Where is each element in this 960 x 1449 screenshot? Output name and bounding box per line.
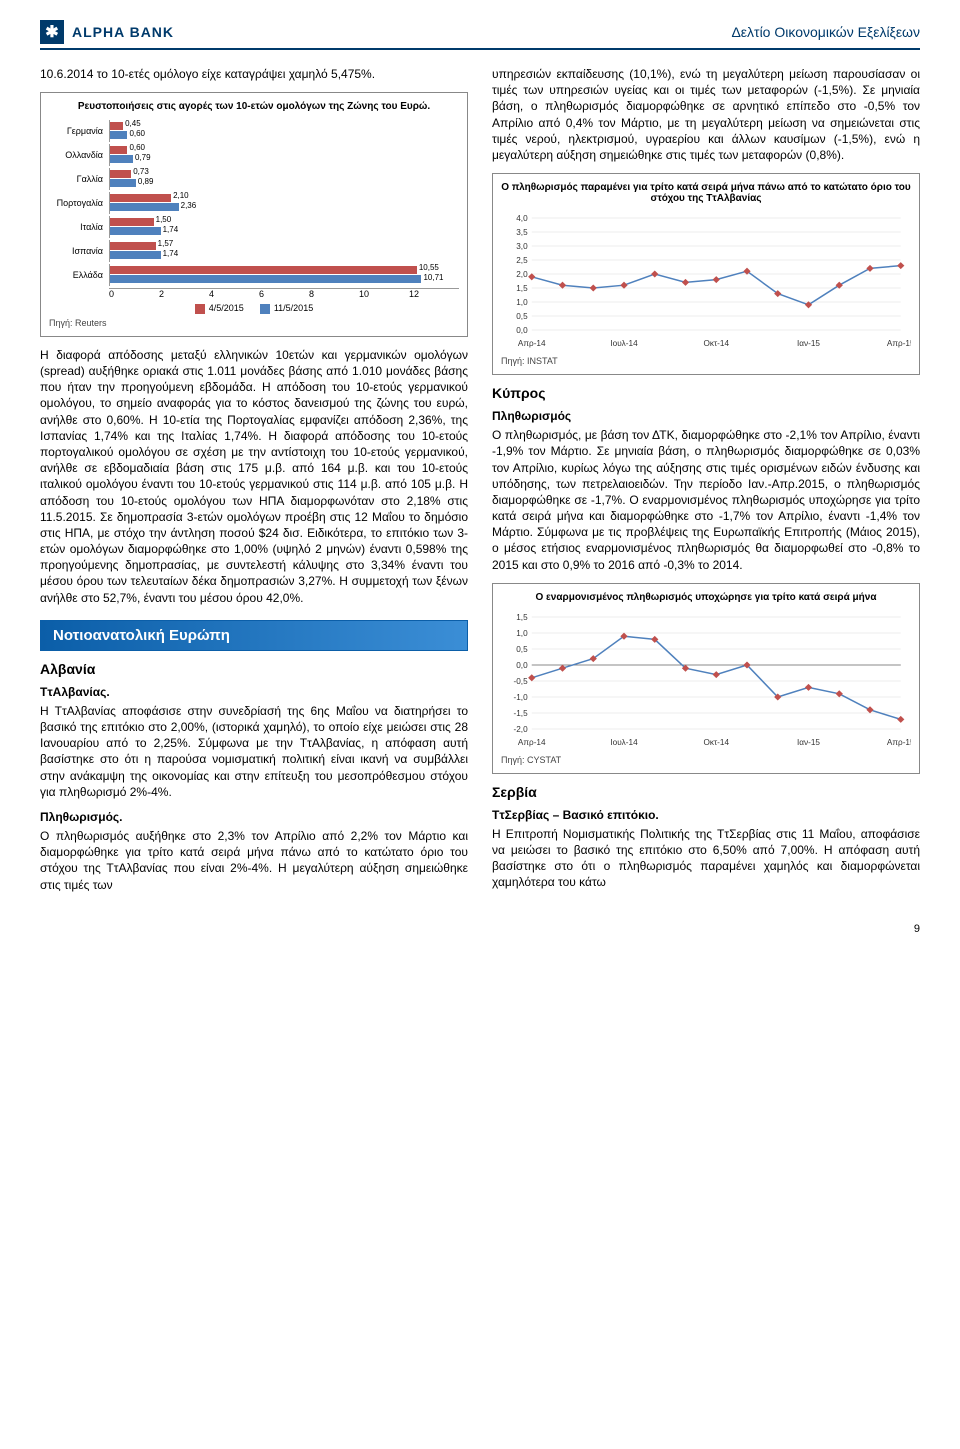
heading-inflation: Πληθωρισμός. bbox=[40, 810, 468, 824]
line1-source: Πηγή: INSTAT bbox=[501, 356, 911, 366]
albania-inflation-chart: Ο πληθωρισμός παραμένει για τρίτο κατά σ… bbox=[492, 173, 920, 375]
page-header: ✱ ALPHA BANK Δελτίο Οικονομικών Εξελίξεω… bbox=[40, 20, 920, 50]
bar-row: Ελλάδα10,5510,71 bbox=[49, 264, 459, 286]
svg-text:2,0: 2,0 bbox=[516, 270, 528, 279]
svg-text:Ιαν-15: Ιαν-15 bbox=[797, 738, 820, 747]
cyprus-inflation-chart: Ο εναρμονισμένος πληθωρισμός υποχώρησε γ… bbox=[492, 583, 920, 774]
right-para-1: υπηρεσιών εκπαίδευσης (10,1%), ενώ τη με… bbox=[492, 66, 920, 163]
svg-text:Οκτ-14: Οκτ-14 bbox=[703, 339, 729, 348]
legend-series-2: 11/5/2015 bbox=[260, 303, 313, 314]
heading-serbia-rate: ΤτΣερβίας – Βασικό επιτόκιο. bbox=[492, 808, 920, 822]
svg-text:Απρ-14: Απρ-14 bbox=[518, 738, 546, 747]
svg-text:1,5: 1,5 bbox=[516, 613, 528, 622]
svg-text:0,5: 0,5 bbox=[516, 645, 528, 654]
line1-title: Ο πληθωρισμός παραμένει για τρίτο κατά σ… bbox=[501, 182, 911, 204]
right-para-3: Η Επιτροπή Νομισματικής Πολιτικής της Ττ… bbox=[492, 826, 920, 891]
left-para-2: Η διαφορά απόδοσης μεταξύ ελληνικών 10ετ… bbox=[40, 347, 468, 606]
bar-chart-source: Πηγή: Reuters bbox=[49, 318, 459, 328]
svg-text:0,0: 0,0 bbox=[516, 661, 528, 670]
page-number: 9 bbox=[40, 923, 920, 935]
heading-serbia: Σερβία bbox=[492, 784, 920, 800]
svg-text:0,0: 0,0 bbox=[516, 326, 528, 335]
svg-text:Απρ-15: Απρ-15 bbox=[887, 339, 911, 348]
svg-text:-1,5: -1,5 bbox=[514, 709, 529, 718]
logo: ✱ ALPHA BANK bbox=[40, 20, 174, 44]
svg-text:0,5: 0,5 bbox=[516, 312, 528, 321]
svg-text:4,0: 4,0 bbox=[516, 214, 528, 223]
bar-chart-title: Ρευστοποιήσεις στις αγορές των 10-ετών ο… bbox=[49, 101, 459, 112]
logo-icon: ✱ bbox=[40, 20, 64, 44]
left-para-1: 10.6.2014 το 10-ετές ομόλογο είχε καταγρ… bbox=[40, 66, 468, 82]
svg-text:Ιουλ-14: Ιουλ-14 bbox=[610, 339, 638, 348]
header-title: Δελτίο Οικονομικών Εξελίξεων bbox=[731, 24, 920, 40]
svg-text:Ιουλ-14: Ιουλ-14 bbox=[610, 738, 638, 747]
svg-text:-2,0: -2,0 bbox=[514, 725, 529, 734]
heading-albania: Αλβανία bbox=[40, 661, 468, 677]
bar-row: Πορτογαλία2,102,36 bbox=[49, 192, 459, 214]
legend-series-1: 4/5/2015 bbox=[195, 303, 244, 314]
right-para-2: Ο πληθωρισμός, με βάση τον ΔΤΚ, διαμορφώ… bbox=[492, 427, 920, 573]
bar-row: Γαλλία0,730,89 bbox=[49, 168, 459, 190]
svg-text:3,0: 3,0 bbox=[516, 242, 528, 251]
left-para-3: Η ΤτΑλβανίας αποφάσισε στην συνεδρίασή τ… bbox=[40, 703, 468, 800]
svg-text:1,0: 1,0 bbox=[516, 298, 528, 307]
svg-text:-1,0: -1,0 bbox=[514, 693, 529, 702]
left-column: 10.6.2014 το 10-ετές ομόλογο είχε καταγρ… bbox=[40, 66, 468, 903]
heading-cy-inflation: Πληθωρισμός bbox=[492, 409, 920, 423]
line2-title: Ο εναρμονισμένος πληθωρισμός υποχώρησε γ… bbox=[501, 592, 911, 603]
svg-text:Ιαν-15: Ιαν-15 bbox=[797, 339, 820, 348]
bar-row: Ολλανδία0,600,79 bbox=[49, 144, 459, 166]
line2-source: Πηγή: CYSTAT bbox=[501, 755, 911, 765]
heading-albania-cb: ΤτΑλβανίας. bbox=[40, 685, 468, 699]
bar-row: Γερμανία0,450,60 bbox=[49, 120, 459, 142]
svg-text:-0,5: -0,5 bbox=[514, 677, 529, 686]
right-column: υπηρεσιών εκπαίδευσης (10,1%), ενώ τη με… bbox=[492, 66, 920, 903]
logo-text: ALPHA BANK bbox=[72, 24, 174, 40]
bar-row: Ιταλία1,501,74 bbox=[49, 216, 459, 238]
svg-text:2,5: 2,5 bbox=[516, 256, 528, 265]
section-banner: Νοτιοανατολική Ευρώπη bbox=[40, 620, 468, 651]
svg-text:Οκτ-14: Οκτ-14 bbox=[703, 738, 729, 747]
svg-text:1,0: 1,0 bbox=[516, 629, 528, 638]
svg-text:1,5: 1,5 bbox=[516, 284, 528, 293]
svg-text:Απρ-15: Απρ-15 bbox=[887, 738, 911, 747]
left-para-4: Ο πληθωρισμός αυξήθηκε στο 2,3% τον Απρί… bbox=[40, 828, 468, 893]
svg-text:3,5: 3,5 bbox=[516, 228, 528, 237]
heading-cyprus: Κύπρος bbox=[492, 385, 920, 401]
svg-text:Απρ-14: Απρ-14 bbox=[518, 339, 546, 348]
bond-bar-chart: Ρευστοποιήσεις στις αγορές των 10-ετών ο… bbox=[40, 92, 468, 337]
bar-row: Ισπανία1,571,74 bbox=[49, 240, 459, 262]
